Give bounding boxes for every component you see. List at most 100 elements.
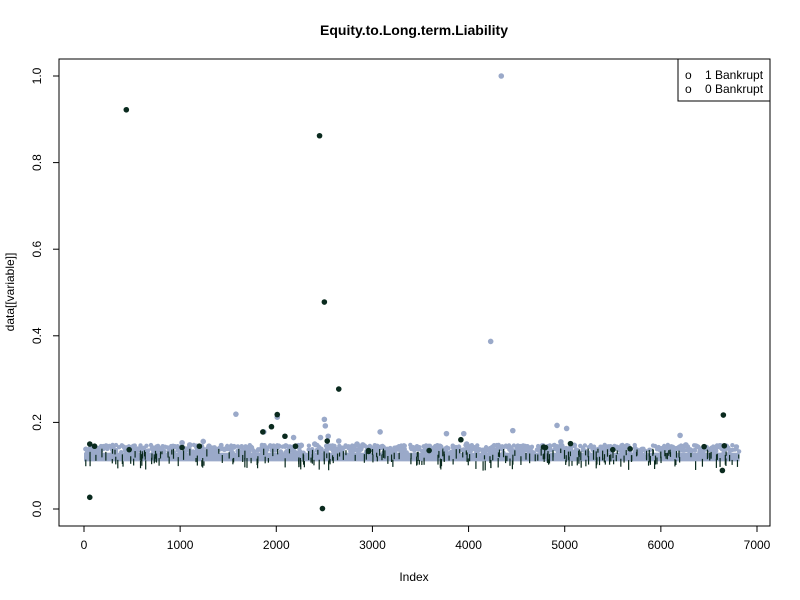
band-bankrupt-mark bbox=[615, 455, 617, 462]
band-bankrupt-mark bbox=[512, 454, 514, 465]
band-point bbox=[402, 443, 407, 448]
band-bankrupt-mark bbox=[246, 458, 248, 468]
band-bankrupt-mark bbox=[613, 459, 615, 465]
band-bankrupt-mark bbox=[653, 460, 656, 470]
band-bankrupt-mark bbox=[410, 458, 412, 465]
non-bankrupt-point bbox=[554, 422, 560, 429]
band-bankrupt-mark bbox=[189, 448, 191, 456]
non-bankrupt-point bbox=[290, 434, 297, 441]
band-bankrupt-mark bbox=[382, 448, 385, 458]
band-bankrupt-mark bbox=[664, 450, 666, 457]
band-point bbox=[284, 449, 289, 454]
band-point bbox=[548, 447, 554, 453]
band-bankrupt-mark bbox=[196, 455, 198, 466]
band-point bbox=[514, 445, 520, 451]
legend-box bbox=[677, 58, 771, 102]
band-bankrupt-mark bbox=[134, 451, 136, 458]
band-bankrupt-mark bbox=[475, 453, 477, 458]
band-bankrupt-mark bbox=[448, 455, 450, 461]
band-bankrupt-mark bbox=[114, 449, 116, 455]
bankrupt-point bbox=[365, 447, 372, 454]
band-bankrupt-mark bbox=[612, 450, 614, 459]
band-bankrupt-mark bbox=[345, 450, 347, 456]
band-bankrupt-mark bbox=[302, 457, 304, 463]
band-bankrupt-mark bbox=[390, 454, 393, 463]
non-bankrupt-point bbox=[463, 441, 470, 447]
band-bankrupt-mark bbox=[384, 450, 386, 459]
band-point bbox=[477, 447, 482, 453]
band-bankrupt-mark bbox=[569, 451, 571, 457]
band-bankrupt-mark bbox=[145, 460, 147, 470]
band-bankrupt-mark bbox=[206, 449, 208, 457]
band-bankrupt-mark bbox=[542, 454, 544, 460]
band-bankrupt-mark bbox=[511, 460, 513, 470]
band-bankrupt-mark bbox=[504, 455, 507, 464]
band-point bbox=[238, 445, 243, 450]
band-point bbox=[113, 442, 119, 448]
band-bankrupt-mark bbox=[167, 451, 169, 458]
band-point bbox=[529, 449, 535, 455]
band-bankrupt-mark bbox=[288, 448, 291, 454]
band-bankrupt-mark bbox=[578, 449, 580, 457]
band-bankrupt-mark bbox=[695, 461, 697, 470]
band-bankrupt-mark bbox=[631, 455, 633, 462]
non-bankrupt-point bbox=[563, 425, 570, 432]
band-point bbox=[411, 445, 416, 450]
band-bankrupt-mark bbox=[151, 453, 153, 460]
band-bankrupt-mark bbox=[529, 453, 531, 464]
band-bankrupt-mark bbox=[317, 449, 319, 455]
band-bankrupt-mark bbox=[660, 456, 662, 464]
band-bankrupt-mark bbox=[587, 456, 590, 465]
band-point bbox=[228, 444, 234, 449]
bankrupt-point bbox=[321, 299, 328, 305]
non-bankrupt-point bbox=[206, 443, 212, 450]
band-point bbox=[219, 443, 224, 448]
band-bankrupt-mark bbox=[332, 456, 334, 464]
band-point bbox=[101, 446, 106, 452]
band-bankrupt-mark bbox=[328, 452, 330, 463]
non-bankrupt-point bbox=[398, 447, 405, 453]
y-tick-label: 1.0 bbox=[30, 67, 44, 84]
band-point bbox=[469, 444, 474, 450]
x-tick-label: 2000 bbox=[263, 538, 290, 552]
band-bankrupt-mark bbox=[497, 457, 499, 468]
band-bankrupt-mark bbox=[597, 448, 599, 453]
band-point bbox=[166, 449, 172, 454]
band-bankrupt-mark bbox=[469, 454, 471, 462]
band-point bbox=[682, 448, 687, 453]
band-bankrupt-mark bbox=[509, 458, 511, 466]
band-bankrupt-mark bbox=[311, 449, 314, 459]
non-bankrupt-point bbox=[360, 442, 366, 448]
band-bankrupt-mark bbox=[111, 448, 114, 454]
band-point bbox=[330, 443, 335, 448]
band-bankrupt-mark bbox=[567, 451, 570, 460]
band-bankrupt-mark bbox=[410, 453, 412, 460]
band-point bbox=[301, 450, 306, 455]
band-bankrupt-mark bbox=[376, 456, 378, 462]
band-bankrupt-mark bbox=[654, 455, 657, 465]
band-bankrupt-mark bbox=[568, 456, 570, 467]
band-bankrupt-mark bbox=[489, 456, 491, 464]
band-point bbox=[168, 443, 174, 449]
band-bankrupt-mark bbox=[393, 452, 395, 460]
band-bankrupt-mark bbox=[338, 452, 341, 457]
non-bankrupt-point bbox=[233, 411, 239, 417]
band-point bbox=[519, 449, 524, 455]
band-bankrupt-mark bbox=[318, 459, 320, 470]
band-point bbox=[624, 442, 630, 448]
band-bankrupt-mark bbox=[490, 459, 492, 469]
band-bankrupt-mark bbox=[625, 450, 627, 456]
band-point bbox=[372, 450, 377, 455]
band-point bbox=[730, 442, 735, 448]
bankrupt-point bbox=[335, 386, 342, 392]
band-bankrupt-mark bbox=[656, 457, 658, 465]
band-point bbox=[509, 450, 514, 455]
band-bankrupt-mark bbox=[492, 454, 494, 461]
chart-title: Equity.to.Long.term.Liability bbox=[320, 22, 508, 38]
band-point bbox=[145, 448, 151, 453]
band-bankrupt-mark bbox=[736, 459, 739, 467]
bankrupt-point bbox=[196, 443, 203, 450]
band-point bbox=[198, 448, 203, 453]
band-bankrupt-mark bbox=[534, 454, 536, 462]
band-point bbox=[229, 447, 234, 453]
